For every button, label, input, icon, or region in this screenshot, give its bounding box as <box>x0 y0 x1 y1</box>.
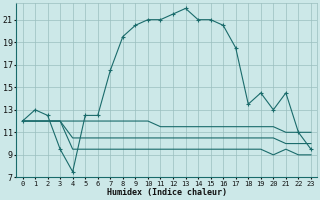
X-axis label: Humidex (Indice chaleur): Humidex (Indice chaleur) <box>107 188 227 197</box>
